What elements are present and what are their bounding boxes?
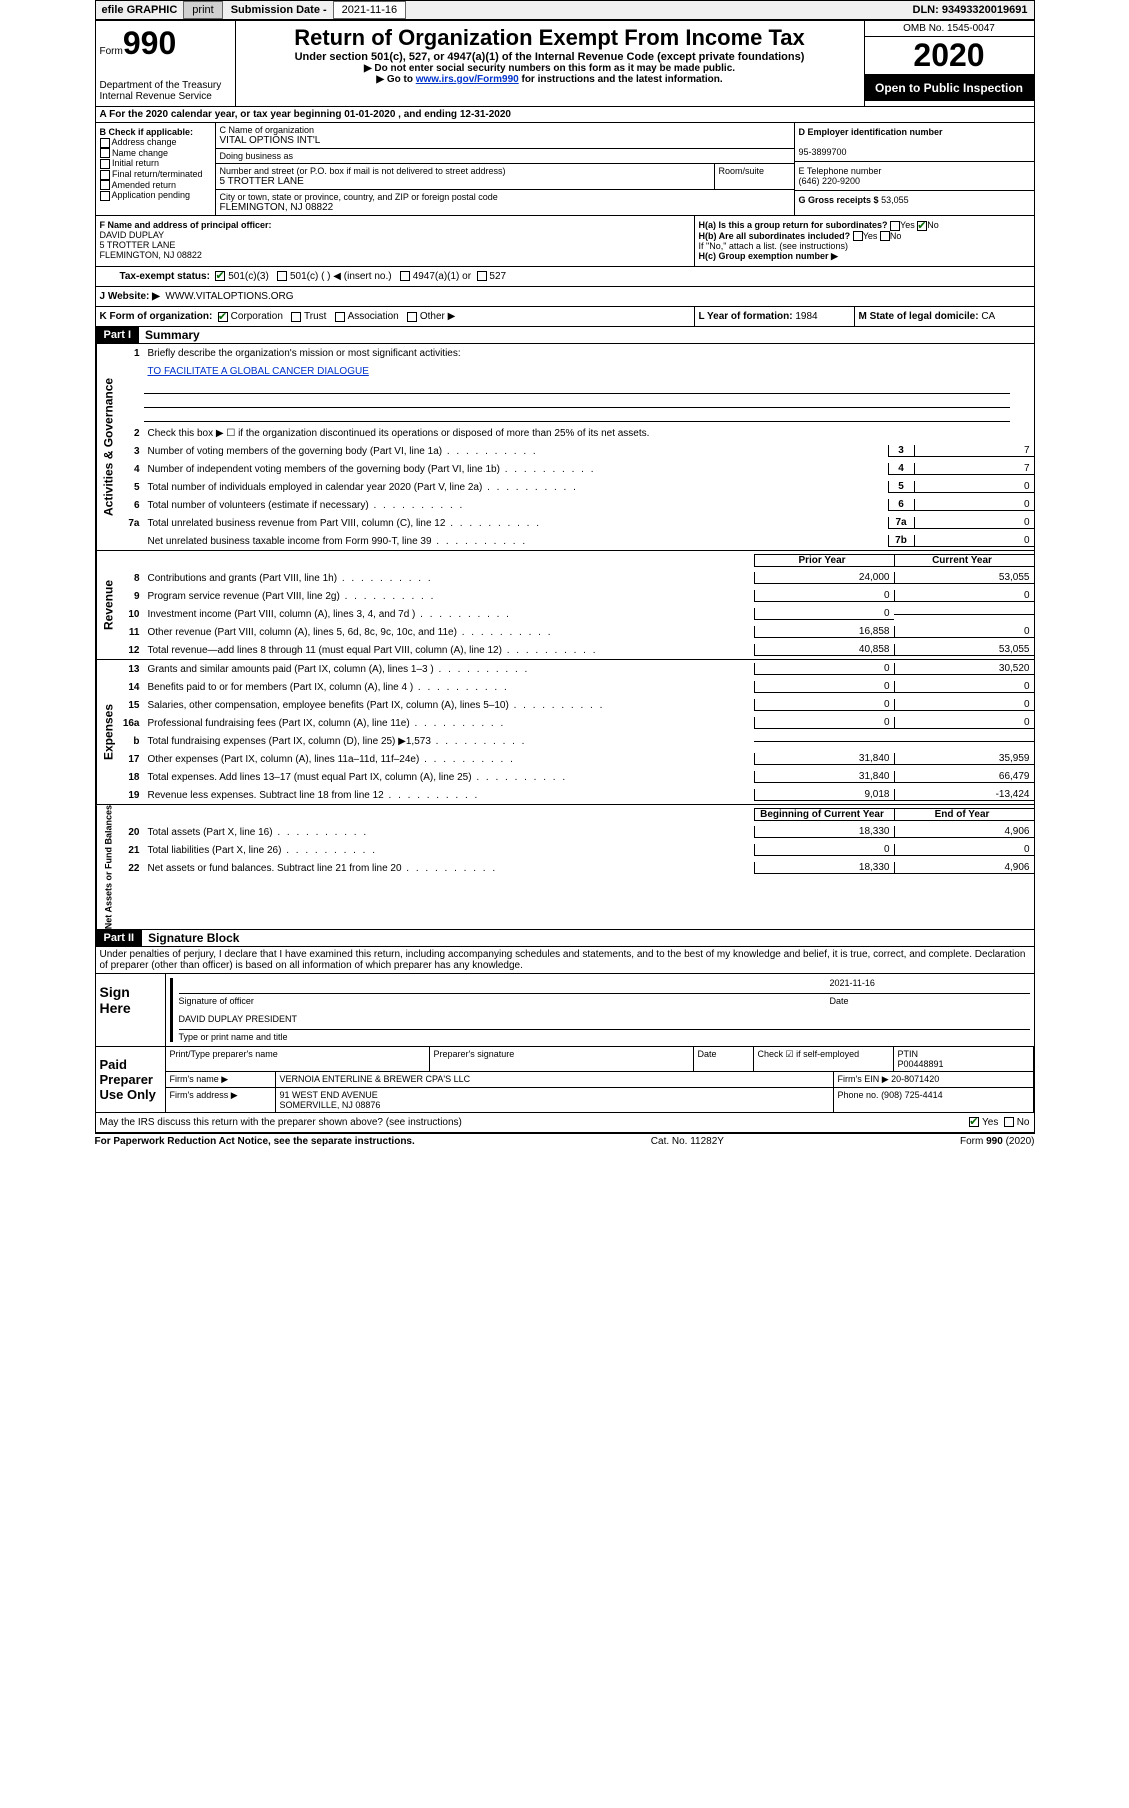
page-footer: For Paperwork Reduction Act Notice, see …: [95, 1133, 1035, 1147]
year-formation: 1984: [795, 311, 817, 322]
sign-date: 2021-11-16: [830, 978, 1030, 993]
mission[interactable]: TO FACILITATE A GLOBAL CANCER DIALOGUE: [144, 366, 1034, 377]
hb-yes[interactable]: [853, 231, 863, 241]
paid-preparer: Paid Preparer Use Only Print/Type prepar…: [95, 1047, 1035, 1113]
summary-row-7b: Net unrelated business taxable income fr…: [120, 532, 1034, 550]
activities-governance: Activities & Governance 1 Briefly descri…: [95, 344, 1035, 551]
corp-checkbox[interactable]: [218, 312, 228, 322]
form-title: Return of Organization Exempt From Incom…: [240, 25, 860, 51]
form-instruction-2: ▶ Go to www.irs.gov/Form990 for instruct…: [240, 74, 860, 85]
summary-row-3: 3Number of voting members of the governi…: [120, 442, 1034, 460]
line-15: 15Salaries, other compensation, employee…: [120, 696, 1034, 714]
irs-link[interactable]: www.irs.gov/Form990: [416, 74, 519, 85]
checkbox-address-change[interactable]: Address change: [100, 137, 211, 148]
vlabel-netassets: Net Assets or Fund Balances: [96, 805, 120, 929]
ha-yes[interactable]: [890, 221, 900, 231]
top-bar: efile GRAPHIC print Submission Date - 20…: [95, 0, 1035, 20]
discuss-no[interactable]: [1004, 1117, 1014, 1127]
line-12: 12Total revenue—add lines 8 through 11 (…: [120, 641, 1034, 659]
checkbox-final-return-terminated[interactable]: Final return/terminated: [100, 169, 211, 180]
officer-name: DAVID DUPLAY: [100, 230, 165, 240]
line-b: bTotal fundraising expenses (Part IX, co…: [120, 732, 1034, 750]
department: Department of the Treasury Internal Reve…: [100, 80, 231, 102]
sections-bcd: B Check if applicable: Address change Na…: [95, 123, 1035, 216]
website: WWW.VITALOPTIONS.ORG: [165, 291, 293, 302]
officer-typed: DAVID DUPLAY PRESIDENT: [179, 1014, 298, 1029]
form-instruction-1: ▶ Do not enter social security numbers o…: [240, 63, 860, 74]
hb-no[interactable]: [880, 231, 890, 241]
checkbox-amended-return[interactable]: Amended return: [100, 180, 211, 191]
section-b: B Check if applicable: Address change Na…: [96, 123, 216, 215]
line-17: 17Other expenses (Part IX, column (A), l…: [120, 750, 1034, 768]
line-9: 9Program service revenue (Part VIII, lin…: [120, 587, 1034, 605]
section-c: C Name of organization VITAL OPTIONS INT…: [216, 123, 794, 215]
form-number: 990: [123, 25, 176, 61]
sections-fh: F Name and address of principal officer:…: [95, 216, 1035, 267]
line-20: 20Total assets (Part X, line 16)18,3304,…: [120, 823, 1034, 841]
section-klm: K Form of organization: Corporation Trus…: [95, 307, 1035, 327]
firm-address: 91 WEST END AVENUE: [280, 1090, 378, 1100]
section-d: D Employer identification number 95-3899…: [794, 123, 1034, 215]
summary-row-5: 5Total number of individuals employed in…: [120, 478, 1034, 496]
form-word: Form: [100, 46, 123, 57]
part2-header: Part II Signature Block: [95, 930, 1035, 947]
submission-date: 2021-11-16: [333, 1, 406, 19]
discuss-yes[interactable]: [969, 1117, 979, 1127]
city: FLEMINGTON, NJ 08822: [220, 202, 790, 213]
state-domicile: CA: [981, 311, 995, 322]
discuss-row: May the IRS discuss this return with the…: [95, 1113, 1035, 1133]
form-subtitle: Under section 501(c), 527, or 4947(a)(1)…: [240, 51, 860, 63]
sign-here: Sign Here 2021-11-16 Signature of office…: [95, 974, 1035, 1047]
efile-label: efile GRAPHIC: [96, 2, 184, 18]
vlabel-ag: Activities & Governance: [96, 344, 120, 550]
section-j: J Website: ▶ WWW.VITALOPTIONS.ORG: [95, 287, 1035, 307]
vlabel-expenses: Expenses: [96, 660, 120, 804]
expenses-section: Expenses 13Grants and similar amounts pa…: [95, 660, 1035, 805]
firm-name: VERNOIA ENTERLINE & BREWER CPA'S LLC: [276, 1072, 834, 1088]
line-10: 10Investment income (Part VIII, column (…: [120, 605, 1034, 623]
firm-ein: 20-8071420: [891, 1074, 939, 1084]
summary-row-4: 4Number of independent voting members of…: [120, 460, 1034, 478]
part1-header: Part I Summary: [95, 327, 1035, 344]
summary-row-7a: 7aTotal unrelated business revenue from …: [120, 514, 1034, 532]
checkbox-initial-return[interactable]: Initial return: [100, 158, 211, 169]
checkbox-name-change[interactable]: Name change: [100, 148, 211, 159]
summary-row-6: 6Total number of volunteers (estimate if…: [120, 496, 1034, 514]
penalties-text: Under penalties of perjury, I declare th…: [95, 947, 1035, 974]
ha-no[interactable]: [917, 221, 927, 231]
omb-number: OMB No. 1545-0047: [865, 21, 1034, 37]
line-18: 18Total expenses. Add lines 13–17 (must …: [120, 768, 1034, 786]
vlabel-revenue: Revenue: [96, 551, 120, 659]
dln: DLN: 93493320019691: [907, 2, 1034, 18]
line-14: 14Benefits paid to or for members (Part …: [120, 678, 1034, 696]
line-11: 11Other revenue (Part VIII, column (A), …: [120, 623, 1034, 641]
gross-receipts: 53,055: [881, 195, 909, 205]
line-a: A For the 2020 calendar year, or tax yea…: [95, 107, 1035, 123]
tax-year: 2020: [865, 37, 1034, 75]
submission-date-label: Submission Date -: [225, 2, 333, 18]
ein: 95-3899700: [799, 147, 847, 157]
501c3-checkbox[interactable]: [215, 271, 225, 281]
org-name: VITAL OPTIONS INT'L: [220, 135, 790, 146]
ptin: P00448891: [898, 1059, 944, 1069]
line-8: 8Contributions and grants (Part VIII, li…: [120, 569, 1034, 587]
self-employed-check: Check ☑ if self-employed: [754, 1047, 894, 1072]
line-19: 19Revenue less expenses. Subtract line 1…: [120, 786, 1034, 804]
open-public: Open to Public Inspection: [865, 75, 1034, 101]
print-button[interactable]: print: [183, 1, 222, 19]
line-13: 13Grants and similar amounts paid (Part …: [120, 660, 1034, 678]
form-header: Form990 Department of the Treasury Inter…: [95, 20, 1035, 107]
netassets-section: Net Assets or Fund Balances Beginning of…: [95, 805, 1035, 930]
checkbox-application-pending[interactable]: Application pending: [100, 190, 211, 201]
line-21: 21Total liabilities (Part X, line 26)00: [120, 841, 1034, 859]
line-22: 22Net assets or fund balances. Subtract …: [120, 859, 1034, 877]
revenue-section: Revenue Prior Year Current Year 8Contrib…: [95, 551, 1035, 660]
phone: (646) 220-9200: [799, 176, 861, 186]
street: 5 TROTTER LANE: [220, 176, 710, 187]
firm-phone: (908) 725-4414: [881, 1090, 943, 1100]
line-16a: 16aProfessional fundraising fees (Part I…: [120, 714, 1034, 732]
section-i: Tax-exempt status: 501(c)(3) 501(c) ( ) …: [95, 267, 1035, 287]
